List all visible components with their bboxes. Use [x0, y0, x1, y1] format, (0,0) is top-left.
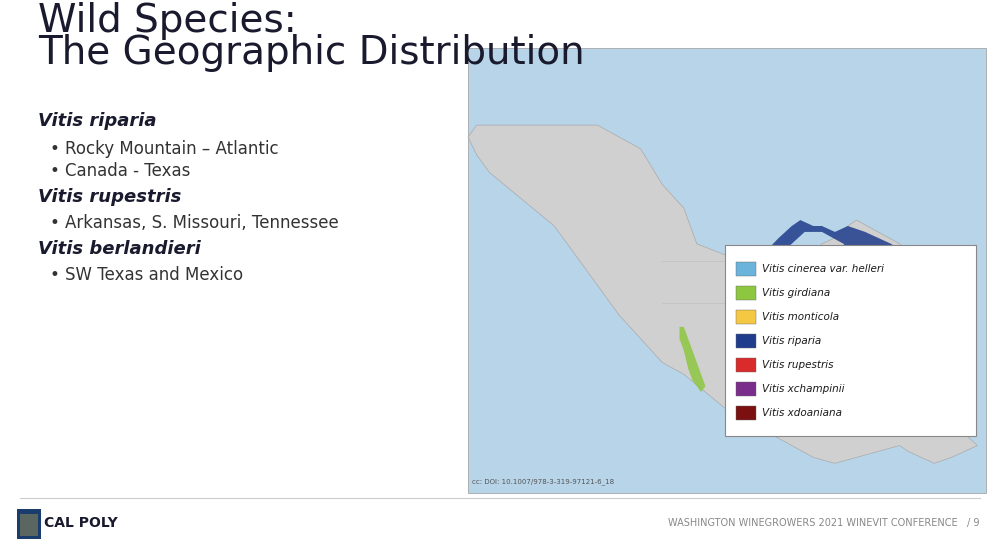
Text: Vitis riparia: Vitis riparia: [38, 112, 156, 130]
Polygon shape: [792, 351, 805, 362]
Text: cc: DOI: 10.1007/978-3-319-97121-6_18: cc: DOI: 10.1007/978-3-319-97121-6_18: [472, 478, 614, 485]
Text: The Geographic Distribution: The Geographic Distribution: [38, 34, 585, 72]
Polygon shape: [774, 357, 787, 368]
Text: Vitis girdiana: Vitis girdiana: [762, 288, 830, 298]
Polygon shape: [749, 220, 943, 309]
FancyBboxPatch shape: [736, 406, 756, 420]
Polygon shape: [800, 339, 826, 357]
FancyBboxPatch shape: [736, 334, 756, 348]
Text: WASHINGTON WINEGROWERS 2021 WINEVIT CONFERENCE   / 9: WASHINGTON WINEGROWERS 2021 WINEVIT CONF…: [668, 518, 980, 528]
FancyBboxPatch shape: [725, 245, 976, 436]
Text: Vitis rupestris: Vitis rupestris: [38, 188, 181, 206]
FancyBboxPatch shape: [736, 358, 756, 372]
Text: Vitis cinerea var. helleri: Vitis cinerea var. helleri: [762, 264, 884, 274]
Text: Canada - Texas: Canada - Texas: [65, 162, 190, 180]
Text: •: •: [50, 162, 60, 180]
Text: Vitis riparia: Vitis riparia: [762, 336, 821, 346]
FancyBboxPatch shape: [736, 382, 756, 396]
Polygon shape: [869, 303, 887, 315]
Text: SW Texas and Mexico: SW Texas and Mexico: [65, 266, 243, 284]
Text: •: •: [50, 140, 60, 158]
FancyBboxPatch shape: [20, 514, 38, 536]
FancyBboxPatch shape: [468, 48, 986, 493]
Text: Rocky Mountain – Atlantic: Rocky Mountain – Atlantic: [65, 140, 279, 158]
Polygon shape: [770, 362, 779, 374]
Polygon shape: [800, 333, 848, 362]
Polygon shape: [680, 327, 705, 392]
FancyBboxPatch shape: [736, 310, 756, 324]
Text: Arkansas, S. Missouri, Tennessee: Arkansas, S. Missouri, Tennessee: [65, 214, 339, 232]
FancyBboxPatch shape: [17, 509, 41, 539]
FancyBboxPatch shape: [736, 286, 756, 300]
Text: Vitis xdoaniana: Vitis xdoaniana: [762, 408, 842, 418]
Text: CAL POLY: CAL POLY: [44, 516, 118, 530]
Text: •: •: [50, 266, 60, 284]
FancyBboxPatch shape: [736, 262, 756, 276]
Polygon shape: [468, 125, 977, 463]
Polygon shape: [856, 321, 882, 339]
Text: Vitis rupestris: Vitis rupestris: [762, 360, 834, 370]
Text: Vitis berlandieri: Vitis berlandieri: [38, 240, 201, 258]
Text: Vitis monticola: Vitis monticola: [762, 312, 839, 322]
Text: Vitis xchampinii: Vitis xchampinii: [762, 384, 844, 394]
Text: Wild Species:: Wild Species:: [38, 2, 297, 40]
Text: •: •: [50, 214, 60, 232]
Polygon shape: [770, 368, 787, 380]
